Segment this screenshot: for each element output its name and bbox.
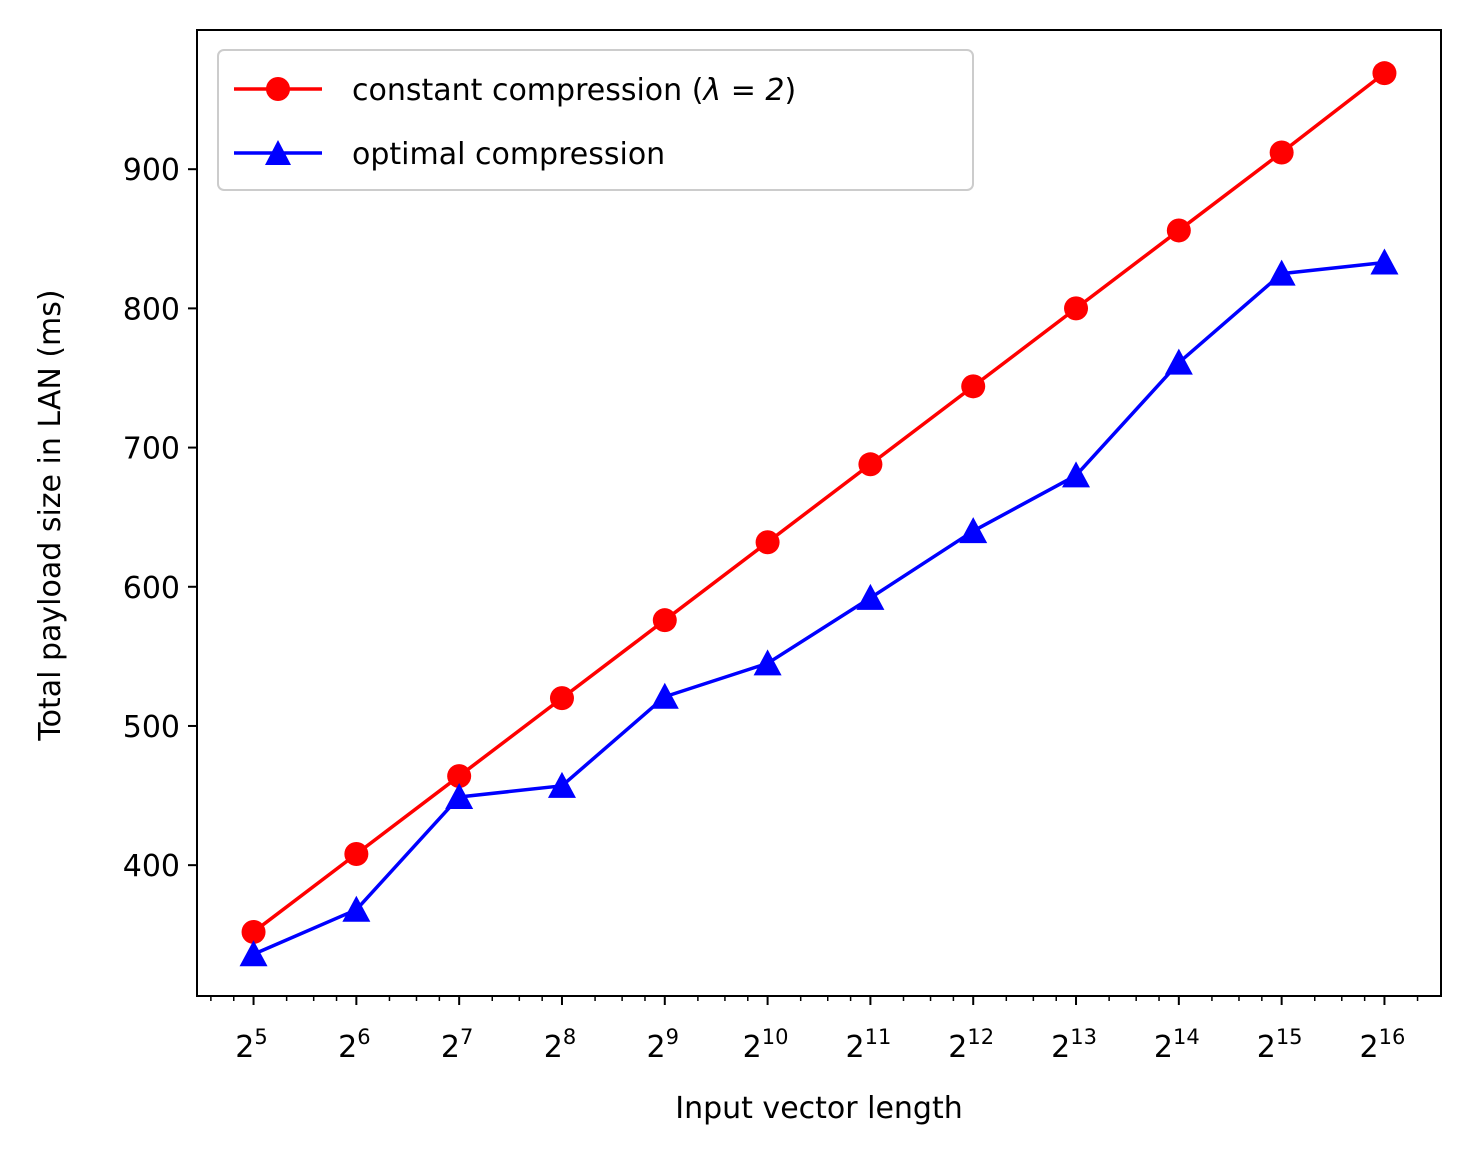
x-tick-label: 211 bbox=[845, 1025, 891, 1065]
x-axis-label: Input vector length bbox=[675, 1091, 963, 1126]
data-point-optimal bbox=[547, 771, 576, 798]
data-point-constant bbox=[755, 530, 780, 555]
series-line-optimal bbox=[252, 260, 1385, 956]
legend-frame bbox=[217, 49, 974, 191]
x-tick-label: 212 bbox=[948, 1025, 994, 1065]
x-tick-label: 215 bbox=[1257, 1025, 1303, 1065]
data-point-optimal bbox=[959, 517, 988, 544]
y-tick-label: 800 bbox=[123, 292, 180, 327]
x-tick-label: 210 bbox=[743, 1025, 789, 1065]
x-tick-label: 25 bbox=[235, 1025, 267, 1065]
y-tick-label: 500 bbox=[123, 710, 180, 745]
axes-frame bbox=[196, 29, 1442, 997]
data-point-optimal bbox=[1370, 248, 1399, 275]
data-point-optimal bbox=[445, 782, 474, 809]
x-axis: 25 26 27 28 29 210 211 212 213 214 215 216 bbox=[210, 996, 1419, 1065]
data-point-optimal bbox=[753, 649, 782, 676]
y-tick-label: 700 bbox=[123, 432, 180, 467]
legend: constant compression (λ = 2) optimal com… bbox=[217, 49, 974, 191]
data-point-optimal bbox=[856, 583, 885, 610]
x-tick-label: 28 bbox=[544, 1025, 576, 1065]
x-tick-label: 216 bbox=[1360, 1025, 1406, 1065]
data-point-constant bbox=[447, 764, 472, 789]
plot-area bbox=[239, 61, 1399, 967]
y-axis-label: Total payload size in LAN (ms) bbox=[33, 289, 68, 741]
data-point-constant bbox=[1064, 296, 1089, 321]
data-point-constant bbox=[1269, 140, 1294, 165]
y-axis: 400 500 600 700 800 900 bbox=[123, 153, 197, 884]
data-point-constant bbox=[652, 608, 677, 633]
data-point-optimal bbox=[1267, 259, 1296, 286]
legend-label-constant: constant compression (λ = 2) bbox=[352, 73, 796, 108]
data-point-constant bbox=[1372, 61, 1397, 86]
x-tick-label: 29 bbox=[647, 1025, 679, 1065]
legend-label-optimal: optimal compression bbox=[352, 137, 665, 172]
data-point-constant bbox=[961, 374, 986, 399]
series-line-constant bbox=[252, 71, 1386, 934]
data-point-constant bbox=[344, 842, 369, 867]
data-point-optimal bbox=[239, 940, 268, 967]
y-tick-label: 900 bbox=[123, 153, 180, 188]
data-point-optimal bbox=[342, 895, 371, 922]
x-tick-label: 214 bbox=[1154, 1025, 1200, 1065]
data-point-optimal bbox=[1164, 348, 1193, 375]
data-point-optimal bbox=[1062, 461, 1091, 488]
data-point-constant bbox=[1166, 218, 1191, 243]
x-tick-label: 27 bbox=[441, 1025, 473, 1065]
y-tick-label: 400 bbox=[123, 849, 180, 884]
x-tick-label: 213 bbox=[1051, 1025, 1097, 1065]
data-point-constant bbox=[858, 452, 883, 477]
y-tick-label: 600 bbox=[123, 571, 180, 606]
legend-marker-circle-icon bbox=[266, 77, 290, 101]
data-point-optimal bbox=[650, 682, 679, 709]
data-point-constant bbox=[549, 686, 574, 711]
x-tick-label: 26 bbox=[338, 1025, 370, 1065]
legend-marker-triangle-icon bbox=[265, 140, 291, 165]
data-point-constant bbox=[241, 919, 266, 944]
